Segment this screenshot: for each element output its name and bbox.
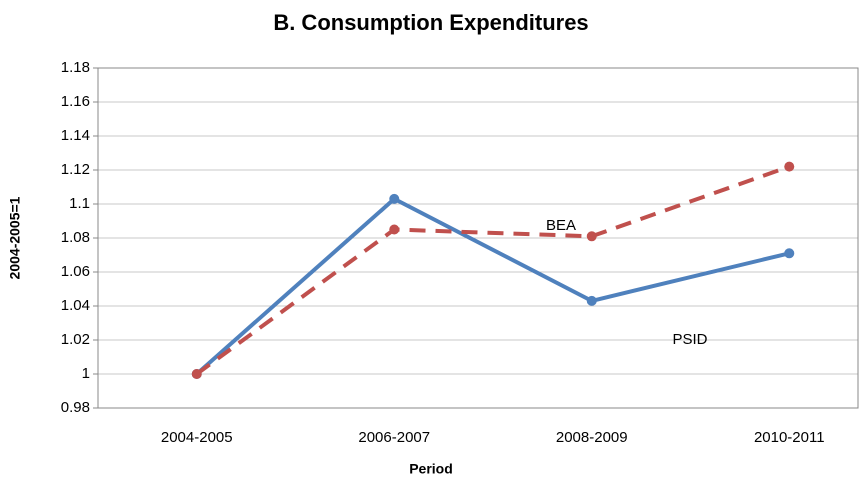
y-axis-title: 2004-2005=1 [7, 196, 23, 279]
series-point [191, 369, 202, 379]
x-tick-label: 2006-2007 [358, 429, 430, 446]
y-tick-label: 1.14 [61, 127, 90, 144]
y-tick-label: 1 [82, 365, 90, 382]
x-tick-label: 2010-2011 [754, 429, 825, 446]
series-label: PSID [672, 331, 707, 348]
series-point [586, 295, 597, 306]
y-tick-label: 1.18 [61, 59, 90, 76]
chart-title: B. Consumption Expenditures [273, 10, 588, 35]
x-axis-title: Period [409, 461, 453, 477]
series-line [195, 164, 790, 376]
y-tick-label: 1.02 [61, 331, 90, 348]
y-tick-label: 1.06 [61, 263, 90, 280]
series-point [784, 248, 795, 259]
series-point [389, 193, 400, 204]
series-line [195, 196, 790, 376]
x-tick-label: 2004-2005 [161, 429, 233, 446]
series-point [784, 161, 795, 172]
y-tick-label: 1.12 [61, 161, 90, 178]
series-point [586, 231, 597, 242]
y-tick-label: 0.98 [61, 399, 90, 416]
series-label: BEA [546, 217, 576, 234]
x-tick-label: 2008-2009 [556, 429, 628, 446]
y-tick-label: 1.1 [69, 195, 90, 212]
y-tick-label: 1.16 [61, 93, 90, 110]
plot-border [97, 67, 859, 409]
series-point [389, 224, 400, 235]
y-tick-label: 1.08 [61, 229, 90, 246]
y-tick-label: 1.04 [61, 297, 90, 314]
